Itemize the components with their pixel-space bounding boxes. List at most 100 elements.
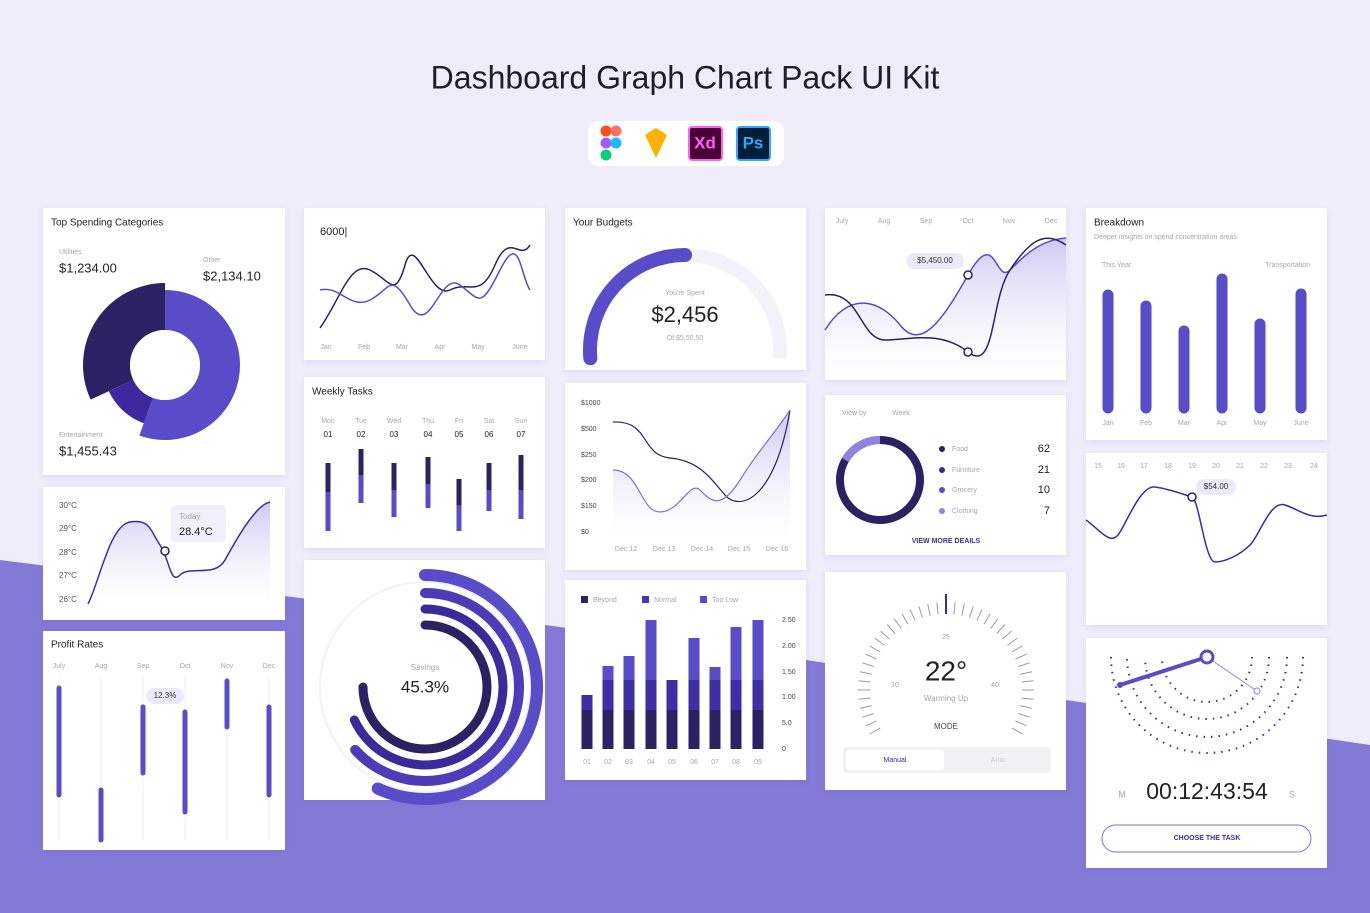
x-tick-label: 22: [1260, 463, 1268, 470]
gauge-tick: [1002, 630, 1012, 640]
x-tick-label: Dec 16: [766, 546, 788, 553]
track: [319, 581, 531, 793]
y-tick-label: 2.00: [782, 643, 796, 650]
x-tick-label: Tue: [355, 418, 367, 425]
tooltip-value: 12.3%: [154, 691, 177, 700]
x-tick-label: 08: [732, 759, 740, 766]
donut-hole: [130, 330, 200, 400]
bar-segment: [730, 710, 742, 749]
legend-swatch: [700, 596, 707, 603]
gauge-total: Of $5,50,50: [667, 335, 704, 342]
x-tick-label: 21: [1236, 463, 1244, 470]
x-tick-label: 16: [1117, 463, 1125, 470]
x-tick-label: Nov: [1003, 218, 1016, 225]
toggle-option[interactable]: Manual: [884, 757, 907, 764]
x-tick-label: Dec 13: [653, 546, 675, 553]
button[interactable]: [1101, 824, 1312, 853]
y-tick-label: 5.0: [782, 720, 792, 727]
card-title: Top Spending Categories: [51, 218, 163, 229]
dial-dots: [1161, 656, 1253, 703]
figma-icon: [610, 125, 622, 137]
x-tick-label: July: [53, 663, 66, 670]
x-tick-label: Dec 14: [691, 546, 713, 553]
dial-center: [1199, 649, 1215, 665]
bar-segment: [688, 710, 700, 749]
line: [319, 253, 531, 316]
link[interactable]: VIEW MORE DEAILS: [912, 538, 981, 545]
filter-value[interactable]: Week: [892, 410, 910, 417]
card-title: Your Budgets: [573, 218, 633, 229]
area: [88, 502, 270, 604]
gauge-tick: [1011, 645, 1023, 653]
x-tick-label: Dec 12: [615, 546, 637, 553]
legend-dot: [939, 508, 945, 514]
value: 6000|: [320, 226, 347, 238]
tooltip: [906, 253, 964, 269]
tooltip-label: Today: [179, 512, 200, 521]
gauge-tick: [909, 609, 916, 621]
card: [825, 395, 1066, 555]
x-tick-label: 09: [754, 759, 762, 766]
stat-label: Utilities: [59, 249, 82, 256]
tooltip-value: $5,450.00: [917, 256, 953, 265]
x-tick-label: 02: [604, 759, 612, 766]
gauge-tick: [893, 618, 902, 629]
gauge-tick: [1018, 713, 1030, 718]
gauge-tick: [953, 602, 956, 615]
gauge-tick: [990, 618, 999, 629]
bar-segment: [709, 710, 721, 749]
button-label[interactable]: CHOOSE THE TASK: [1174, 835, 1241, 842]
item-name: Furniture: [952, 467, 980, 474]
x-tick-label: Sat: [484, 418, 495, 425]
item-value: 10: [1038, 484, 1050, 496]
x-tick-label: Sep: [137, 663, 150, 670]
date-label: 01: [324, 430, 333, 439]
gauge-label: 40: [991, 682, 999, 689]
tool-name: Ps: [743, 133, 764, 152]
y-tick-label: $150: [581, 503, 597, 510]
x-tick-label: Wed: [387, 418, 401, 425]
date-label: 04: [424, 430, 433, 439]
filter-label: View by: [842, 410, 867, 417]
x-tick-label: 05: [668, 759, 676, 766]
x-tick-label: Dec 15: [728, 546, 750, 553]
gauge-tick: [869, 645, 881, 653]
item-name: Grocery: [952, 487, 977, 494]
gauge-tick: [859, 671, 872, 675]
timer-unit: M: [1118, 789, 1126, 799]
gauge-tick: [862, 713, 874, 718]
gauge-tick: [1020, 671, 1033, 675]
x-tick-label: Mon: [321, 418, 335, 425]
y-tick-label: $500: [581, 426, 597, 433]
gauge-tick: [865, 720, 877, 727]
bar-segment: [645, 710, 657, 749]
x-tick-label: May: [471, 344, 485, 351]
legend-dot: [939, 446, 945, 452]
y-tick-label: $0: [581, 529, 589, 536]
card-title: Weekly Tasks: [312, 387, 373, 398]
area: [613, 410, 790, 540]
gauge-tick: [996, 624, 1006, 634]
gauge-tick: [862, 662, 874, 667]
dropdown[interactable]: This Year: [1102, 262, 1132, 269]
gauge-value: 22°: [925, 655, 967, 686]
bar-segment: [752, 710, 764, 749]
x-tick-label: Thu: [422, 418, 434, 425]
toggle-option[interactable]: Auto: [991, 757, 1006, 764]
y-tick-label: 0: [782, 746, 786, 753]
card-subtitle: Deeper insights on spend concentration a…: [1094, 234, 1237, 241]
gauge-tick: [1007, 637, 1018, 646]
card: [43, 631, 285, 850]
ring-arc: [371, 569, 543, 805]
point: [963, 270, 973, 280]
gauge-tick: [1015, 653, 1027, 660]
x-tick-label: Jan: [1102, 420, 1113, 427]
legend-dot: [939, 467, 945, 473]
figma-icon: [600, 137, 612, 149]
y-tick-label: 30°C: [59, 501, 77, 510]
gauge-tick: [969, 606, 974, 618]
card: [304, 208, 545, 360]
stat-value: $1,234.00: [59, 260, 117, 275]
item-name: Clothing: [952, 508, 978, 515]
